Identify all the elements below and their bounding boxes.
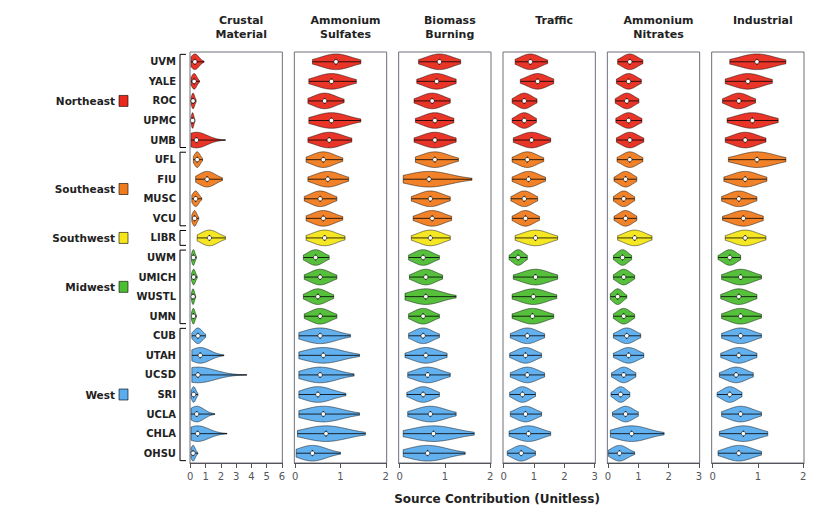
svg-text:1: 1 xyxy=(755,471,761,482)
svg-text:1: 1 xyxy=(337,471,343,482)
svg-text:4: 4 xyxy=(248,471,254,482)
svg-text:UPMC: UPMC xyxy=(143,115,176,126)
svg-text:UCLA: UCLA xyxy=(146,409,176,420)
svg-text:Midwest: Midwest xyxy=(65,281,115,293)
svg-text:Sulfates: Sulfates xyxy=(320,28,371,41)
svg-text:5: 5 xyxy=(264,471,270,482)
svg-text:Nitrates: Nitrates xyxy=(633,28,684,41)
svg-text:1: 1 xyxy=(442,471,448,482)
svg-text:CHLA: CHLA xyxy=(146,428,176,439)
svg-text:UTAH: UTAH xyxy=(146,350,176,361)
svg-text:3: 3 xyxy=(592,471,598,482)
svg-text:3: 3 xyxy=(233,471,239,482)
svg-text:ROC: ROC xyxy=(152,95,176,106)
svg-text:UVM: UVM xyxy=(150,56,176,67)
svg-text:CUB: CUB xyxy=(153,330,176,341)
svg-text:0: 0 xyxy=(500,471,506,482)
svg-text:UMICH: UMICH xyxy=(139,272,177,283)
svg-text:1: 1 xyxy=(202,471,208,482)
svg-text:Burning: Burning xyxy=(425,28,474,41)
svg-text:6: 6 xyxy=(279,471,285,482)
svg-text:West: West xyxy=(85,389,115,401)
svg-text:UCSD: UCSD xyxy=(145,369,176,380)
svg-text:WUSTL: WUSTL xyxy=(136,291,176,302)
svg-text:Biomass: Biomass xyxy=(424,14,476,27)
svg-text:UMN: UMN xyxy=(150,311,176,322)
svg-text:SRI: SRI xyxy=(157,389,176,400)
svg-text:0: 0 xyxy=(605,471,611,482)
svg-text:FIU: FIU xyxy=(157,174,176,185)
svg-text:Northeast: Northeast xyxy=(56,95,115,107)
svg-text:MUSC: MUSC xyxy=(143,193,176,204)
svg-text:Material: Material xyxy=(215,28,266,41)
svg-text:Source Contribution (Unitless): Source Contribution (Unitless) xyxy=(394,492,600,506)
svg-text:2: 2 xyxy=(665,471,671,482)
svg-text:LIBR: LIBR xyxy=(151,232,177,243)
svg-text:0: 0 xyxy=(709,471,715,482)
svg-text:1: 1 xyxy=(531,471,537,482)
svg-text:0: 0 xyxy=(396,471,402,482)
svg-text:Southwest: Southwest xyxy=(52,232,115,244)
svg-text:2: 2 xyxy=(487,471,493,482)
svg-text:Crustal: Crustal xyxy=(219,14,263,27)
svg-text:3: 3 xyxy=(696,471,702,482)
svg-text:0: 0 xyxy=(187,471,193,482)
svg-text:Industrial: Industrial xyxy=(733,14,793,27)
svg-text:Ammonium: Ammonium xyxy=(311,14,381,27)
svg-text:2: 2 xyxy=(218,471,224,482)
svg-text:0: 0 xyxy=(292,471,298,482)
svg-text:Ammonium: Ammonium xyxy=(624,14,694,27)
svg-text:OHSU: OHSU xyxy=(144,448,176,459)
svg-text:Traffic: Traffic xyxy=(535,14,573,27)
svg-text:UMB: UMB xyxy=(150,135,176,146)
svg-text:1: 1 xyxy=(635,471,641,482)
svg-text:UFL: UFL xyxy=(155,154,177,165)
svg-text:YALE: YALE xyxy=(148,76,176,87)
svg-text:2: 2 xyxy=(383,471,389,482)
svg-text:2: 2 xyxy=(800,471,806,482)
svg-text:2: 2 xyxy=(561,471,567,482)
svg-text:UWM: UWM xyxy=(147,252,176,263)
svg-text:Southeast: Southeast xyxy=(55,183,115,195)
svg-text:VCU: VCU xyxy=(153,213,176,224)
